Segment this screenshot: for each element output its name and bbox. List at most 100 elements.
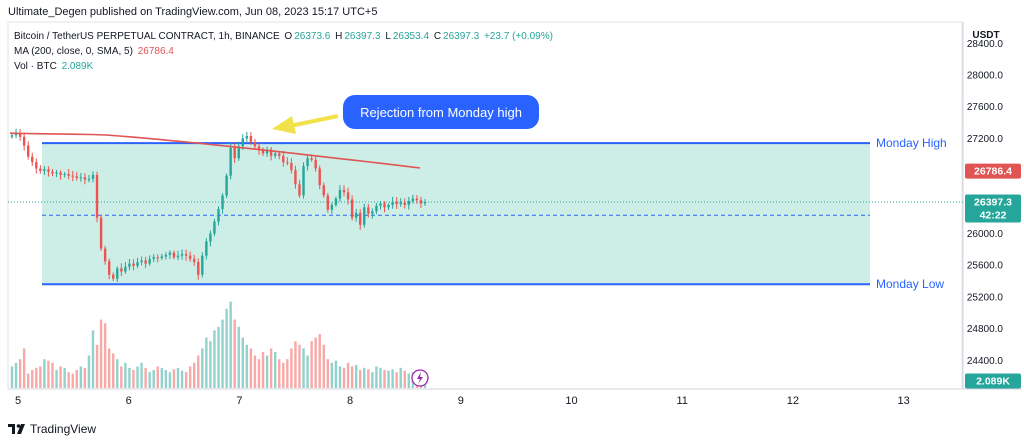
candle — [22, 132, 26, 151]
candle-body — [273, 153, 277, 156]
volume-bar — [152, 370, 155, 388]
volume-bar — [144, 367, 147, 388]
candle-body — [120, 268, 123, 272]
volume-bar — [18, 359, 22, 388]
volume-bar — [229, 301, 232, 388]
candle-body — [184, 254, 188, 256]
brand-name: TradingView — [30, 422, 97, 436]
candle — [253, 138, 257, 150]
candle — [35, 158, 38, 174]
volume-bar — [164, 370, 168, 388]
volume-bar — [22, 348, 26, 388]
last-price-tag: 26397.3 — [965, 194, 1021, 210]
volume-bar — [225, 308, 228, 388]
volume-bar — [379, 367, 382, 388]
candle-body — [168, 252, 172, 255]
candle-body — [172, 252, 176, 258]
candle-body — [237, 146, 240, 159]
x-tick-label: 13 — [897, 395, 909, 407]
candle — [71, 170, 74, 182]
candle — [237, 141, 240, 161]
candle-body — [22, 136, 26, 146]
x-tick-label: 9 — [458, 395, 464, 407]
candle — [399, 198, 402, 207]
volume-bar — [391, 369, 394, 388]
candle — [318, 165, 321, 190]
candle-body — [233, 147, 236, 159]
candle-body — [225, 175, 228, 196]
candle-body — [354, 212, 358, 218]
candle — [140, 256, 143, 266]
volume-bar — [249, 348, 253, 388]
volume-bar — [188, 366, 192, 388]
volume-bar — [99, 319, 103, 388]
candle-body — [229, 147, 232, 176]
candle-body — [363, 207, 366, 225]
volume-bar — [383, 370, 386, 388]
tradingview-logo-icon — [8, 424, 25, 434]
candle — [367, 204, 370, 218]
candle-body — [176, 255, 180, 258]
candle-body — [95, 174, 99, 218]
candle-body — [253, 142, 257, 147]
candle-body — [278, 153, 281, 156]
candle — [132, 259, 135, 271]
candle — [99, 214, 103, 252]
candle-body — [148, 258, 151, 264]
candle-body — [245, 136, 249, 139]
candle-body — [112, 274, 115, 279]
candle — [67, 169, 70, 180]
candle — [395, 197, 398, 209]
candle — [282, 150, 285, 167]
volume-bar — [282, 362, 285, 388]
candle — [26, 141, 30, 160]
candle — [103, 245, 107, 265]
candle — [193, 254, 196, 266]
volume-bar — [253, 355, 257, 388]
volume-bar — [403, 370, 406, 388]
candle-body — [140, 260, 143, 263]
candle-body — [286, 162, 289, 164]
candle — [221, 193, 224, 214]
volume-bar — [160, 367, 164, 388]
candle — [346, 187, 350, 205]
candle-body — [298, 184, 301, 196]
candle — [286, 157, 289, 166]
volume-bar — [201, 348, 204, 388]
candle — [55, 169, 58, 178]
candle — [261, 147, 265, 156]
candle — [180, 249, 184, 260]
volume-bar — [59, 366, 62, 388]
volume-bar — [399, 367, 402, 388]
volume-bar — [91, 330, 95, 388]
candle-body — [346, 192, 350, 200]
candle-body — [269, 149, 273, 156]
volume-bar — [67, 372, 70, 388]
candle-body — [188, 255, 192, 259]
candle-body — [375, 205, 378, 212]
y-tick-label: 27600.0 — [967, 102, 1004, 113]
candle — [160, 253, 164, 261]
volume-bar — [338, 366, 342, 388]
volume-bar — [193, 362, 196, 388]
candle — [249, 132, 253, 145]
candle-body — [152, 257, 155, 259]
candle-body — [383, 203, 386, 208]
volume-bar — [168, 372, 172, 388]
candle-body — [423, 202, 427, 204]
publisher-text: Ultimate_Degen published on TradingView.… — [8, 6, 378, 18]
volume-bar — [367, 369, 370, 388]
candle — [120, 263, 123, 276]
candle — [31, 152, 34, 167]
candle — [47, 166, 50, 177]
monday-low-label: Monday Low — [876, 277, 944, 291]
x-tick-label: 10 — [565, 395, 577, 407]
candle — [379, 200, 382, 210]
volume-bar — [124, 362, 127, 388]
high-label: H — [335, 31, 343, 42]
volume-bar — [233, 319, 236, 388]
candle — [391, 196, 394, 209]
volume-bar — [298, 344, 301, 388]
volume-bar — [213, 330, 216, 388]
